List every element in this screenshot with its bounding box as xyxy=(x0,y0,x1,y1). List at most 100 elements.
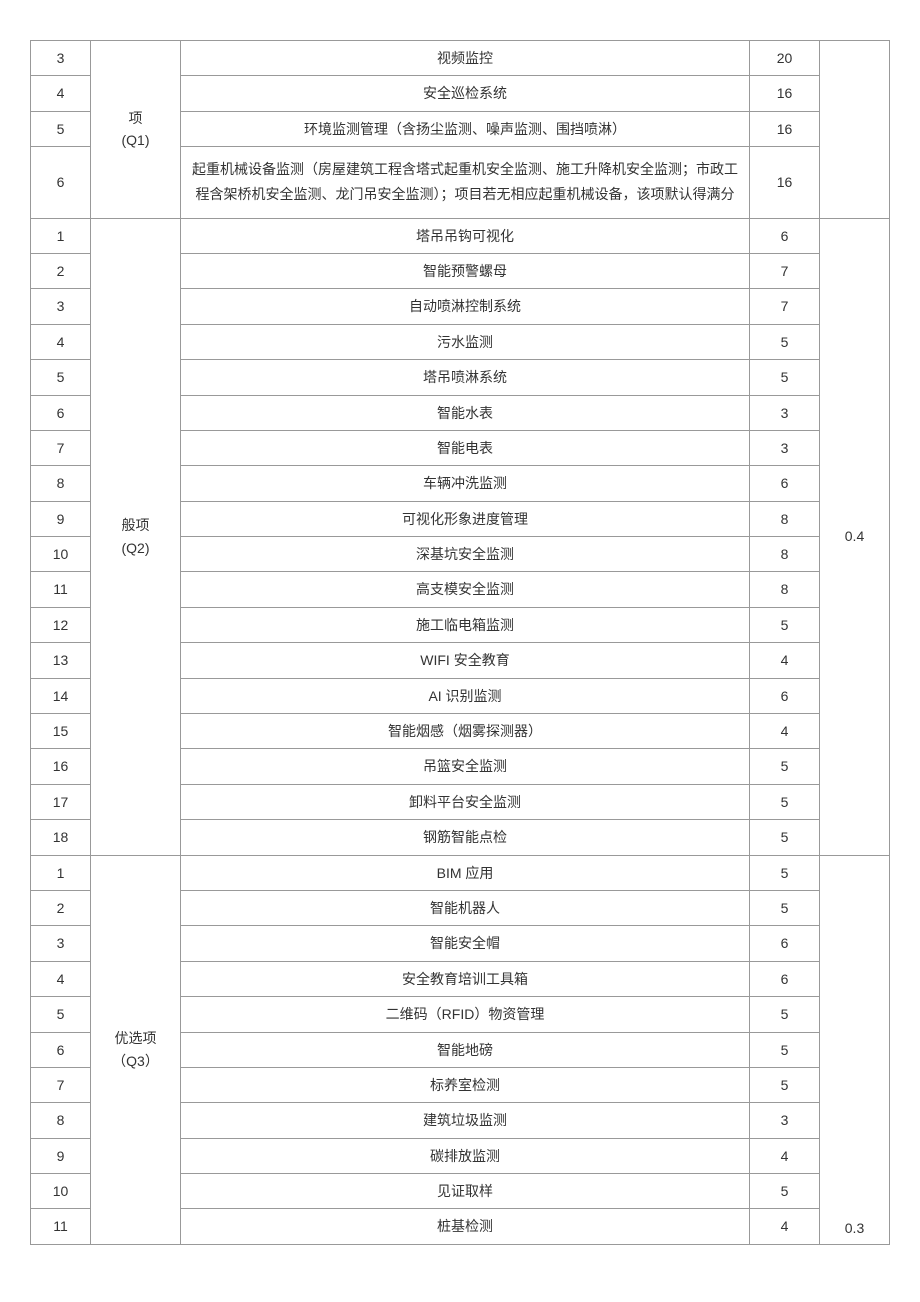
item-cell: 二维码（RFID）物资管理 xyxy=(181,997,750,1032)
category-cell: 般项 (Q2) xyxy=(91,218,181,855)
score-cell: 6 xyxy=(750,466,820,501)
item-cell: 智能机器人 xyxy=(181,890,750,925)
row-index: 3 xyxy=(31,289,91,324)
item-cell: 施工临电箱监测 xyxy=(181,607,750,642)
table-row: 1般项 (Q2)塔吊吊钩可视化60.4 xyxy=(31,218,890,253)
item-cell: 塔吊吊钩可视化 xyxy=(181,218,750,253)
row-index: 1 xyxy=(31,855,91,890)
row-index: 12 xyxy=(31,607,91,642)
score-cell: 4 xyxy=(750,1138,820,1173)
row-index: 15 xyxy=(31,714,91,749)
row-index: 8 xyxy=(31,466,91,501)
score-cell: 7 xyxy=(750,253,820,288)
row-index: 5 xyxy=(31,360,91,395)
item-cell: 污水监测 xyxy=(181,324,750,359)
score-cell: 6 xyxy=(750,218,820,253)
score-cell: 5 xyxy=(750,890,820,925)
item-cell: 钢筋智能点检 xyxy=(181,820,750,855)
row-index: 4 xyxy=(31,76,91,111)
item-cell: 建筑垃圾监测 xyxy=(181,1103,750,1138)
score-cell: 5 xyxy=(750,1174,820,1209)
row-index: 1 xyxy=(31,218,91,253)
score-cell: 20 xyxy=(750,41,820,76)
score-cell: 16 xyxy=(750,111,820,146)
row-index: 5 xyxy=(31,997,91,1032)
item-cell: 高支模安全监测 xyxy=(181,572,750,607)
score-cell: 6 xyxy=(750,961,820,996)
row-index: 11 xyxy=(31,572,91,607)
score-cell: 5 xyxy=(750,1032,820,1067)
row-index: 4 xyxy=(31,961,91,996)
row-index: 6 xyxy=(31,395,91,430)
item-cell: 标养室检测 xyxy=(181,1067,750,1102)
item-cell: AI 识别监测 xyxy=(181,678,750,713)
row-index: 5 xyxy=(31,111,91,146)
row-index: 3 xyxy=(31,926,91,961)
score-cell: 8 xyxy=(750,537,820,572)
item-cell: 安全巡检系统 xyxy=(181,76,750,111)
item-cell: 深基坑安全监测 xyxy=(181,537,750,572)
row-index: 9 xyxy=(31,1138,91,1173)
item-cell: 智能安全帽 xyxy=(181,926,750,961)
row-index: 11 xyxy=(31,1209,91,1244)
item-cell: 自动喷淋控制系统 xyxy=(181,289,750,324)
item-cell: 安全教育培训工具箱 xyxy=(181,961,750,996)
item-cell: 智能预警螺母 xyxy=(181,253,750,288)
score-cell: 3 xyxy=(750,1103,820,1138)
item-cell: 吊篮安全监测 xyxy=(181,749,750,784)
score-cell: 5 xyxy=(750,360,820,395)
item-cell: 见证取样 xyxy=(181,1174,750,1209)
row-index: 14 xyxy=(31,678,91,713)
weight-cell: 0.3 xyxy=(820,855,890,1244)
score-cell: 5 xyxy=(750,607,820,642)
score-cell: 5 xyxy=(750,820,820,855)
score-cell: 4 xyxy=(750,714,820,749)
row-index: 16 xyxy=(31,749,91,784)
row-index: 3 xyxy=(31,41,91,76)
row-index: 6 xyxy=(31,147,91,218)
row-index: 10 xyxy=(31,537,91,572)
row-index: 7 xyxy=(31,1067,91,1102)
item-cell: 智能水表 xyxy=(181,395,750,430)
row-index: 18 xyxy=(31,820,91,855)
table-row: 1优选项（Q3）BIM 应用50.3 xyxy=(31,855,890,890)
row-index: 10 xyxy=(31,1174,91,1209)
score-cell: 7 xyxy=(750,289,820,324)
score-cell: 3 xyxy=(750,430,820,465)
weight-cell xyxy=(820,41,890,219)
item-cell: 桩基检测 xyxy=(181,1209,750,1244)
item-cell: 智能烟感（烟雾探测器） xyxy=(181,714,750,749)
row-index: 13 xyxy=(31,643,91,678)
score-cell: 5 xyxy=(750,324,820,359)
score-cell: 6 xyxy=(750,678,820,713)
row-index: 8 xyxy=(31,1103,91,1138)
row-index: 6 xyxy=(31,1032,91,1067)
score-cell: 5 xyxy=(750,749,820,784)
score-cell: 16 xyxy=(750,76,820,111)
score-cell: 5 xyxy=(750,997,820,1032)
item-cell: 起重机械设备监测（房屋建筑工程含塔式起重机安全监测、施工升降机安全监测；市政工程… xyxy=(181,147,750,218)
score-cell: 5 xyxy=(750,1067,820,1102)
item-cell: 可视化形象进度管理 xyxy=(181,501,750,536)
category-cell: 项 (Q1) xyxy=(91,41,181,219)
scoring-table: 3项 (Q1)视频监控204安全巡检系统165环境监测管理（含扬尘监测、噪声监测… xyxy=(30,40,890,1245)
table-body: 3项 (Q1)视频监控204安全巡检系统165环境监测管理（含扬尘监测、噪声监测… xyxy=(31,41,890,1245)
category-cell: 优选项（Q3） xyxy=(91,855,181,1244)
score-cell: 5 xyxy=(750,855,820,890)
row-index: 2 xyxy=(31,890,91,925)
item-cell: 卸料平台安全监测 xyxy=(181,784,750,819)
item-cell: 塔吊喷淋系统 xyxy=(181,360,750,395)
table-row: 3项 (Q1)视频监控20 xyxy=(31,41,890,76)
score-cell: 8 xyxy=(750,501,820,536)
row-index: 17 xyxy=(31,784,91,819)
item-cell: 碳排放监测 xyxy=(181,1138,750,1173)
score-cell: 4 xyxy=(750,643,820,678)
row-index: 9 xyxy=(31,501,91,536)
item-cell: 智能电表 xyxy=(181,430,750,465)
item-cell: BIM 应用 xyxy=(181,855,750,890)
row-index: 2 xyxy=(31,253,91,288)
score-cell: 8 xyxy=(750,572,820,607)
score-cell: 16 xyxy=(750,147,820,218)
score-cell: 5 xyxy=(750,784,820,819)
score-cell: 3 xyxy=(750,395,820,430)
